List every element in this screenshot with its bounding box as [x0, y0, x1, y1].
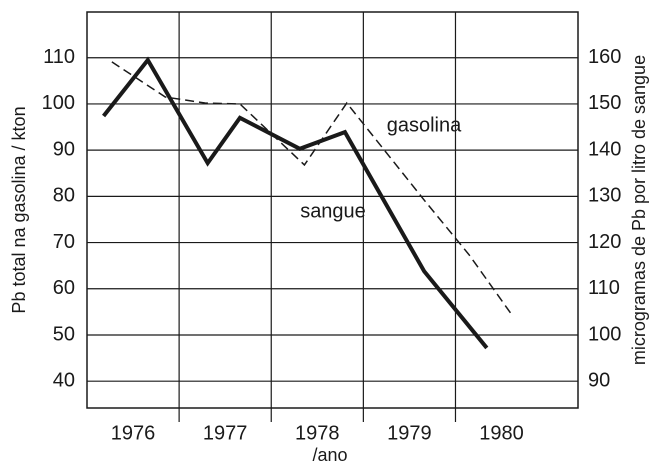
series-line	[102, 56, 489, 350]
y-axis-label: Pb total na gasolina / kton	[9, 106, 29, 313]
y2-tick-label: 110	[588, 277, 620, 299]
series-label: gasolina	[387, 114, 462, 136]
y2-tick-label: 90	[588, 369, 610, 391]
series-label: sangue	[300, 200, 366, 222]
y-tick-label: 110	[43, 46, 75, 68]
y-tick-label: 90	[53, 138, 75, 160]
y-tick-label: 80	[53, 185, 75, 207]
y2-tick-label: 140	[588, 138, 621, 160]
y2-tick-label: 150	[588, 92, 621, 114]
x-tick-label: 1979	[387, 422, 432, 444]
x-tick-label: 1978	[295, 422, 340, 444]
y2-tick-label: 130	[588, 185, 621, 207]
x-tick-label: 1980	[479, 422, 524, 444]
plot-frame	[86, 11, 579, 409]
x-tick-label: 1977	[203, 422, 248, 444]
y-tick-label: 70	[53, 231, 75, 253]
x-tick-label: 1976	[111, 422, 156, 444]
y-tick-label: 100	[42, 92, 75, 114]
y2-tick-label: 100	[588, 323, 621, 345]
y2-tick-label: 160	[588, 46, 621, 68]
y2-axis-label: microgramas de Pb por litro de sangue	[629, 55, 649, 365]
y2-tick-label: 120	[588, 231, 621, 253]
y-tick-label: 40	[53, 369, 75, 391]
x-axis-label: /ano	[312, 445, 347, 465]
y-tick-label: 60	[53, 277, 75, 299]
y-tick-label: 50	[53, 323, 75, 345]
series-line	[111, 61, 512, 314]
